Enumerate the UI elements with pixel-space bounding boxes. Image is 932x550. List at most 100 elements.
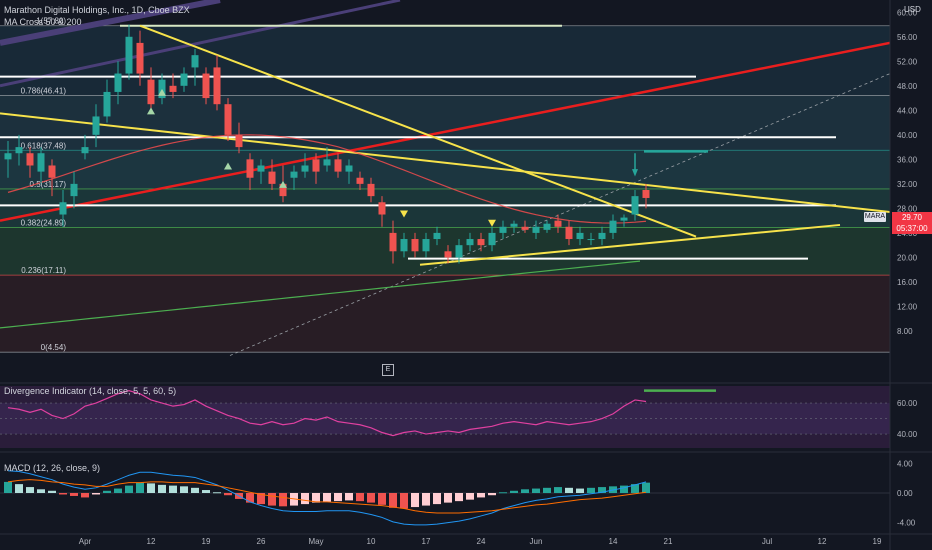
macd-tick-label: 4.00	[897, 459, 913, 468]
candle-body	[92, 116, 100, 135]
candle	[455, 239, 463, 264]
fib-label: 1(57.80)	[36, 17, 66, 26]
macd-histogram-bar	[136, 482, 144, 493]
divergence-tick-label: 40.00	[897, 430, 918, 439]
macd-histogram-bar	[246, 493, 254, 503]
candle-body	[576, 232, 584, 240]
candle	[598, 226, 606, 246]
candle-body	[26, 153, 34, 166]
macd-histogram-bar	[477, 493, 485, 498]
candle-body	[125, 36, 133, 74]
earnings-marker[interactable]: E	[382, 364, 394, 376]
macd-histogram-bar	[224, 493, 232, 496]
macd-histogram-bar	[642, 482, 650, 493]
macd-label[interactable]: MACD (12, 26, close, 9)	[4, 463, 101, 473]
moving-averages	[0, 134, 647, 329]
candle-body	[422, 239, 430, 252]
candle-body	[246, 159, 254, 178]
candle-body	[4, 153, 12, 160]
macd-histogram-bar	[433, 493, 441, 505]
macd-histogram-bar	[213, 492, 221, 494]
price-tick-label: 28.00	[897, 204, 918, 213]
buy-signal-marker	[224, 162, 232, 170]
candle	[147, 67, 155, 111]
candle	[114, 61, 122, 105]
time-tick-label: Apr	[79, 537, 92, 546]
candle	[378, 196, 386, 227]
ma-cross-label[interactable]: MA Cross 50 & 200	[4, 17, 82, 27]
candle	[499, 220, 507, 240]
fib-band	[0, 275, 890, 353]
candle-body	[400, 239, 408, 252]
candle-body	[565, 226, 573, 240]
candle-body	[587, 239, 595, 241]
candle-body	[499, 226, 507, 233]
yellow-wedge-upper	[0, 112, 891, 214]
candlestick-series	[4, 24, 650, 264]
candle	[323, 147, 331, 172]
macd-histogram-bar	[510, 490, 518, 493]
macd-histogram-bar	[59, 493, 67, 495]
candle	[15, 134, 23, 166]
price-tick-label: 44.00	[897, 106, 918, 115]
macd-histogram-bar	[488, 493, 496, 496]
macd-histogram-bar	[301, 493, 309, 505]
candle-body	[510, 223, 518, 227]
macd-histogram-bar	[279, 493, 287, 507]
price-tick-label: 56.00	[897, 33, 918, 42]
candle-body	[543, 223, 551, 230]
candle-body	[158, 79, 166, 99]
time-tick-label: 19	[202, 537, 211, 546]
time-tick-label: Jul	[762, 537, 772, 546]
purple-channel-line-2	[0, 0, 401, 88]
candle-body	[345, 165, 353, 172]
divergence-legend[interactable]: Divergence Indicator (14, close, 5, 5, 6…	[4, 385, 176, 397]
yellow-descending-line	[139, 24, 697, 238]
price-tick-label: 36.00	[897, 155, 918, 164]
candle	[224, 98, 232, 141]
symbol-title: Marathon Digital Holdings, Inc., 1D, Cbo…	[4, 5, 190, 15]
candle-body	[477, 239, 485, 246]
macd-tick-label: 0.00	[897, 489, 913, 498]
candle	[565, 220, 573, 246]
price-tick-label: 12.00	[897, 302, 918, 311]
candle-body	[312, 159, 320, 172]
candle-body	[301, 165, 309, 172]
last-price-badge: 29.70 05:37:00	[892, 212, 932, 234]
sell-signal-marker	[488, 219, 496, 227]
macd-histogram-bar	[147, 483, 155, 493]
macd-histogram-bar	[4, 481, 12, 493]
candle-body	[323, 159, 331, 166]
candle-body	[466, 239, 474, 246]
macd-histogram-bar	[92, 493, 100, 495]
candle	[158, 73, 166, 105]
macd-histogram-bar	[202, 490, 210, 493]
macd-legend[interactable]: MACD (12, 26, close, 9)	[4, 462, 100, 474]
macd-histogram-bar	[37, 489, 45, 493]
macd-signal-line	[7, 479, 647, 514]
divergence-label[interactable]: Divergence Indicator (14, close, 5, 5, 6…	[4, 386, 177, 396]
price-tick-label: 52.00	[897, 57, 918, 66]
macd-histogram-bar	[378, 493, 386, 505]
candle	[334, 153, 342, 178]
buy-signal-marker	[279, 180, 287, 188]
candle-body	[235, 134, 243, 148]
macd-histogram-bar	[15, 484, 23, 493]
purple-channel-line	[0, 0, 221, 46]
candle	[587, 232, 595, 246]
candle	[257, 159, 265, 184]
fib-label: 0.382(24.89)	[21, 218, 67, 227]
candle-body	[15, 147, 23, 154]
macd-histogram-bar	[521, 489, 529, 493]
candle-body	[59, 202, 67, 215]
candle	[191, 49, 199, 86]
candle	[213, 55, 221, 111]
candle	[136, 30, 144, 86]
candle-body	[279, 183, 287, 197]
candle-body	[290, 171, 298, 178]
candle	[37, 147, 45, 184]
candle	[466, 232, 474, 252]
fib-retracement: 1(57.80) 0.786(46.41) 0.618(37.48) 0.5(31.1…	[0, 17, 890, 353]
yellow-wedge-lower	[419, 223, 841, 266]
